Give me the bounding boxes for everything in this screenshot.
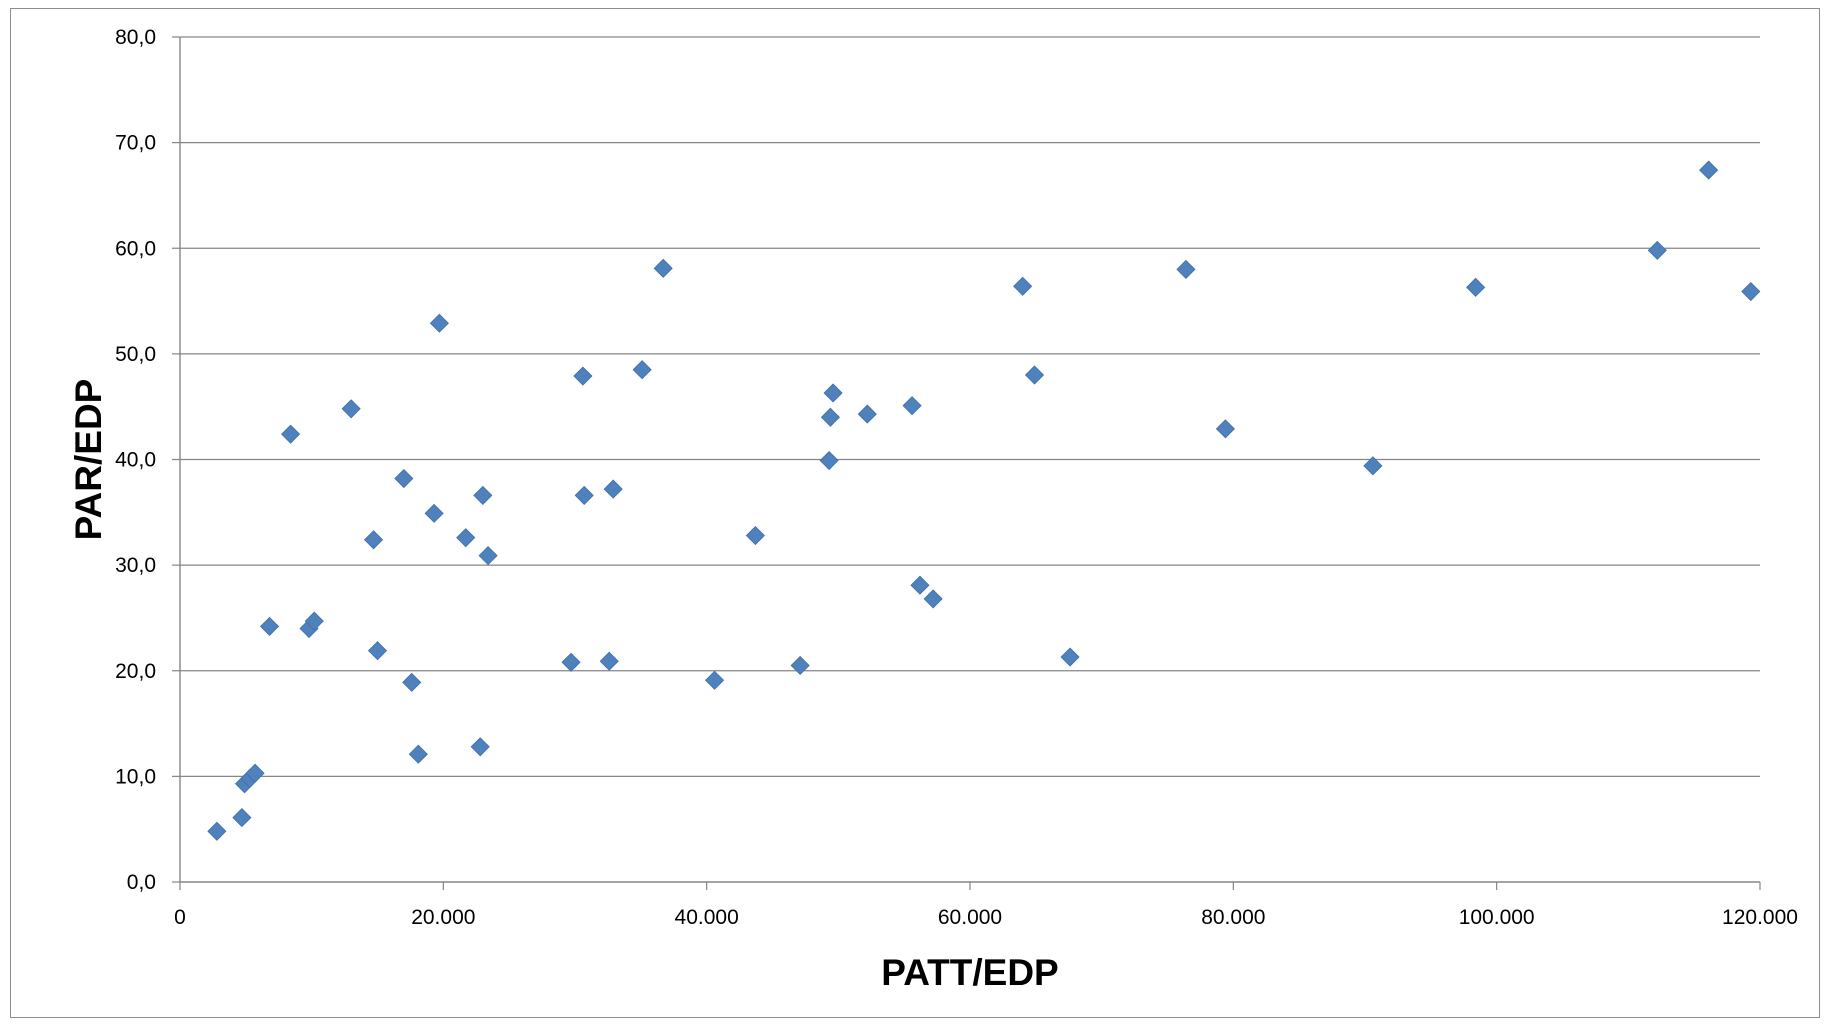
y-tick-label: 50,0 [115, 343, 156, 366]
y-tick-label: 10,0 [115, 765, 156, 788]
x-tick-label: 120.000 [1722, 906, 1798, 929]
data-point [574, 485, 594, 505]
data-point [705, 670, 725, 690]
data-point [429, 313, 449, 333]
x-tick-label: 40.000 [675, 906, 739, 929]
data-point [363, 530, 384, 550]
axes [172, 36, 1761, 890]
data-point [1060, 647, 1080, 667]
y-tick-label: 70,0 [115, 132, 156, 155]
data-point [1741, 281, 1761, 302]
x-tick-label: 20.000 [411, 906, 475, 929]
data-point [470, 737, 490, 757]
data-point [819, 450, 839, 471]
data-point [923, 589, 943, 609]
y-tick-label: 0,0 [127, 871, 156, 894]
x-tick-label: 60.000 [938, 906, 1002, 929]
x-tick-label: 80.000 [1201, 906, 1265, 929]
y-tick-label: 30,0 [115, 554, 156, 577]
x-axis-title: PATT/EDP [881, 952, 1058, 993]
y-tick-label: 20,0 [115, 660, 156, 683]
data-point [1699, 160, 1719, 180]
data-point [1176, 259, 1196, 279]
data-point [281, 424, 301, 444]
y-axis-title: PAR/EDP [68, 379, 109, 541]
data-point [1013, 276, 1033, 296]
y-tick-label: 60,0 [115, 237, 156, 260]
data-point [561, 652, 581, 672]
data-points [207, 160, 1761, 841]
data-point [902, 396, 922, 416]
x-tick-label: 0 [174, 906, 186, 929]
data-point [599, 651, 619, 671]
data-point [259, 616, 280, 636]
data-point [820, 407, 840, 427]
data-point [1215, 419, 1235, 439]
data-point [473, 485, 493, 505]
data-point [424, 503, 444, 523]
data-point [603, 479, 623, 499]
data-point [1466, 277, 1486, 297]
x-tick-label: 100.000 [1459, 906, 1535, 929]
y-tick-labels: 0,0 10,0 20,0 30,0 40,0 50,0 60,0 70,0 80,0 [115, 26, 156, 894]
data-point [1647, 240, 1667, 260]
chart-frame [10, 8, 1820, 1018]
data-point [745, 525, 765, 546]
data-point [232, 808, 252, 828]
data-point [790, 655, 810, 676]
y-tick-label: 80,0 [115, 26, 156, 49]
data-point [402, 672, 422, 692]
y-tick-label: 40,0 [115, 449, 156, 472]
data-point [653, 258, 673, 278]
data-point [910, 575, 930, 595]
data-point [573, 366, 593, 386]
data-point [408, 744, 428, 764]
data-point [857, 404, 877, 424]
data-point [394, 468, 414, 489]
data-point [632, 360, 652, 380]
data-point [245, 763, 265, 783]
data-point [341, 399, 361, 419]
data-point [207, 821, 227, 841]
data-point [478, 546, 498, 566]
data-point [304, 611, 324, 631]
gridlines [180, 36, 1760, 777]
data-point [1024, 365, 1045, 385]
data-point [1363, 456, 1383, 476]
data-point [456, 528, 476, 548]
data-point [823, 383, 843, 403]
x-tick-labels: 0 20.000 40.000 60.000 80.000 100.000 120.000 [174, 906, 1798, 929]
data-point [367, 641, 388, 661]
